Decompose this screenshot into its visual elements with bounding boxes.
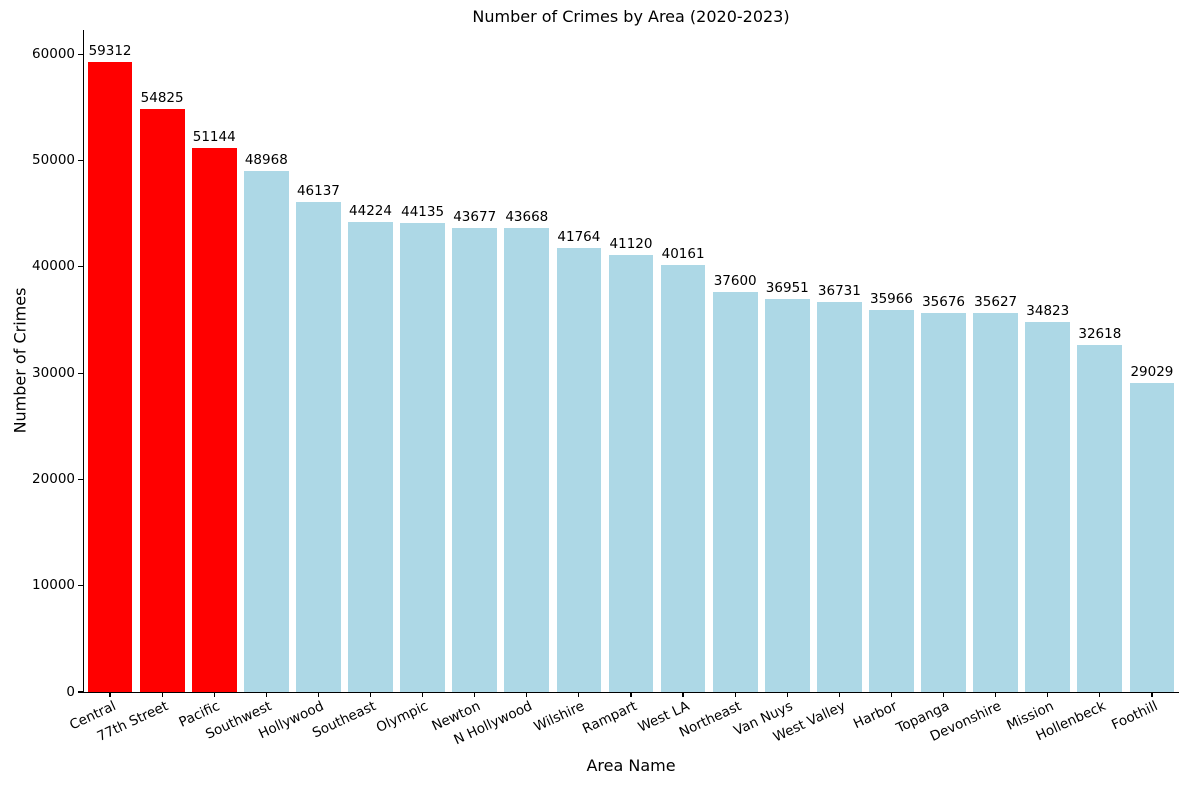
bar-n-hollywood — [504, 227, 550, 692]
bar-value-label-northeast: 37600 — [713, 273, 757, 290]
x-axis-tick — [838, 692, 840, 697]
bar-west-valley — [816, 301, 862, 692]
x-axis-tick — [317, 692, 320, 697]
bar-newton — [452, 227, 498, 692]
y-tick-label-30000: 30000 — [32, 364, 75, 381]
chart-title: Number of Crimes by Area (2020-2023) — [472, 7, 790, 26]
bar-value-label-harbor: 35966 — [869, 290, 913, 307]
bar-value-label-west-la: 40161 — [661, 246, 705, 263]
x-axis-tick — [109, 692, 111, 697]
x-axis-tick — [630, 692, 632, 697]
bar-olympic — [400, 222, 445, 692]
x-axis-tick — [1151, 692, 1153, 697]
bar-wilshire — [556, 248, 602, 692]
bar-northeast — [712, 292, 758, 692]
bar-value-label-hollywood: 46137 — [296, 182, 340, 199]
bar-rampart — [608, 254, 654, 692]
bar-value-label-southeast: 44224 — [349, 202, 392, 219]
bar-southeast — [348, 221, 393, 692]
x-axis-tick — [213, 692, 215, 697]
bar-value-label-devonshire: 35627 — [974, 294, 1018, 311]
y-axis-line — [83, 30, 85, 693]
y-axis-tick — [78, 266, 83, 268]
y-axis-tick — [78, 53, 83, 55]
y-axis-tick — [78, 585, 83, 587]
y-tick-label-10000: 10000 — [32, 577, 75, 594]
x-axis-tick — [1099, 692, 1101, 697]
bar-value-label-n-hollywood: 43668 — [505, 208, 549, 225]
x-axis-tick — [474, 692, 476, 697]
bar-van-nuys — [764, 299, 810, 692]
bar-77th-street — [139, 109, 185, 692]
x-tick-label-olympic: Olympic — [374, 698, 431, 736]
bar-hollenbeck — [1077, 345, 1123, 692]
x-axis-tick — [786, 692, 788, 697]
bar-mission — [1025, 321, 1071, 692]
bar-value-label-central: 59312 — [88, 42, 132, 59]
x-axis-tick — [734, 692, 736, 697]
bar-value-label-topanga: 35676 — [922, 293, 966, 310]
x-axis-tick — [942, 692, 945, 697]
y-axis-tick — [78, 159, 83, 162]
bar-value-label-wilshire: 41764 — [557, 229, 601, 246]
bar-harbor — [869, 309, 914, 692]
x-axis-tick — [422, 692, 424, 697]
bar-value-label-pacific: 51144 — [192, 129, 236, 146]
x-axis-tick — [1047, 692, 1049, 697]
y-tick-label-50000: 50000 — [32, 152, 75, 168]
bar-foothill — [1129, 383, 1175, 692]
x-axis-tick — [526, 692, 528, 697]
y-axis-tick — [78, 691, 83, 693]
bar-value-label-west-valley: 36731 — [817, 282, 861, 299]
x-tick-label-wilshire: Wilshire — [532, 698, 588, 736]
bar-topanga — [921, 312, 966, 692]
bar-value-label-southwest: 48968 — [244, 152, 288, 169]
x-axis-title: Area Name — [586, 756, 676, 775]
y-axis-tick — [78, 372, 83, 374]
x-axis-tick — [161, 692, 163, 697]
y-axis-tick — [78, 478, 83, 480]
bar-value-label-newton: 43677 — [453, 208, 497, 225]
bar-pacific — [191, 148, 237, 692]
x-axis-tick — [369, 692, 372, 697]
y-tick-label-40000: 40000 — [32, 258, 75, 275]
bar-value-label-foothill: 29029 — [1130, 364, 1174, 381]
x-axis-tick — [682, 692, 684, 697]
y-tick-label-0: 0 — [66, 683, 75, 700]
plot-area: 59312 54825 51144 48968 46137 44224 44135 43677… — [78, 30, 1179, 697]
x-axis-tick — [578, 692, 580, 697]
x-tick-label-rampart: Rampart — [579, 698, 640, 738]
bar-value-label-olympic: 44135 — [401, 203, 445, 220]
bar-value-label-77th-street: 54825 — [140, 90, 184, 107]
x-tick-label-harbor: Harbor — [851, 698, 900, 733]
x-axis-tick — [265, 692, 267, 697]
bar-west-la — [660, 265, 706, 692]
bar-southwest — [243, 171, 289, 692]
x-axis-tick — [995, 692, 997, 697]
bar-value-label-mission: 34823 — [1026, 302, 1070, 319]
x-axis-tick — [890, 692, 893, 697]
bar-value-label-hollenbeck: 32618 — [1078, 326, 1122, 343]
bar-hollywood — [296, 201, 341, 692]
y-tick-label-20000: 20000 — [32, 470, 75, 487]
y-tick-label-60000: 60000 — [32, 45, 75, 62]
bar-value-label-rampart: 41120 — [609, 235, 653, 252]
bar-value-label-van-nuys: 36951 — [765, 280, 809, 297]
x-tick-label-foothill: Foothill — [1109, 698, 1161, 734]
bar-devonshire — [973, 313, 1019, 692]
bar-central — [87, 61, 133, 692]
